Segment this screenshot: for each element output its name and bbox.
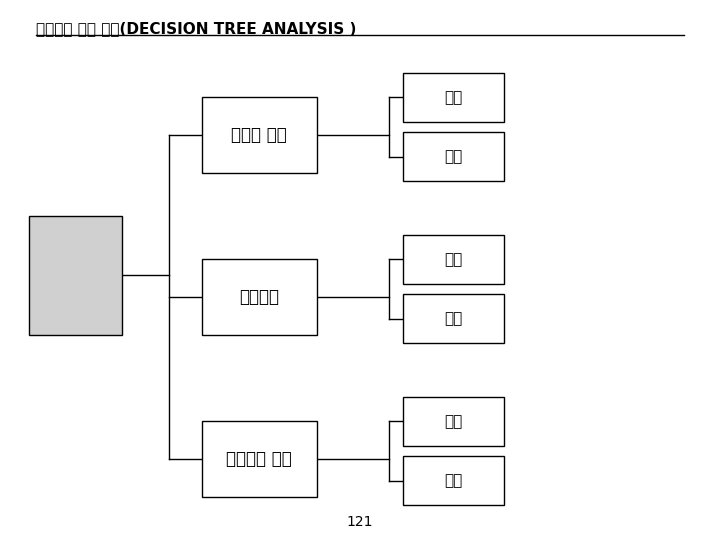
FancyBboxPatch shape [403,235,504,284]
Text: 성공: 성공 [444,252,463,267]
Text: 실패: 실패 [444,149,463,164]
FancyBboxPatch shape [403,132,504,181]
FancyBboxPatch shape [403,397,504,445]
FancyBboxPatch shape [403,294,504,343]
Text: 성공: 성공 [444,414,463,429]
FancyBboxPatch shape [202,97,317,173]
Text: 성공: 성공 [444,90,463,105]
FancyBboxPatch shape [403,73,504,122]
Text: 121: 121 [347,515,373,529]
Text: 실래: 실래 [444,311,463,326]
Text: 판촉강화: 판촉강화 [239,288,279,306]
Text: 의사결정 나무 기법(DECISION TREE ANALYSIS ): 의사결정 나무 기법(DECISION TREE ANALYSIS ) [36,22,356,37]
FancyBboxPatch shape [29,216,122,335]
Text: 신상품 개발: 신상품 개발 [231,126,287,144]
FancyBboxPatch shape [202,421,317,497]
FancyBboxPatch shape [403,456,504,505]
Text: 실패: 실패 [444,473,463,488]
FancyBboxPatch shape [202,259,317,335]
Text: 해외시장 개척: 해외시장 개척 [226,450,292,468]
